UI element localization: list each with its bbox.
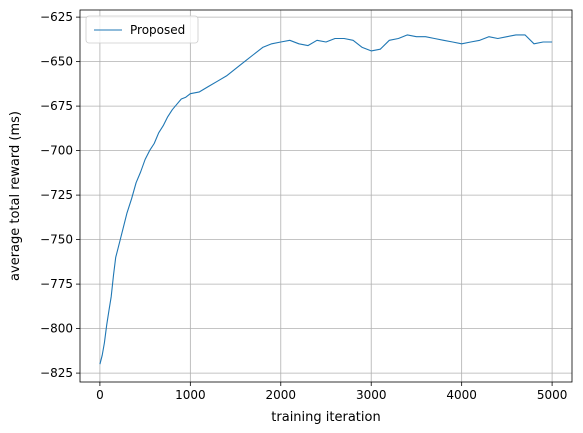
series-layer: [99, 34, 553, 365]
plot-background: [80, 10, 572, 382]
y-tick-label: −800: [40, 322, 73, 336]
series-line-proposed: [99, 34, 553, 365]
x-axis-label: training iteration: [271, 410, 380, 425]
y-tick-label: −825: [40, 366, 73, 380]
grid-layer: [80, 10, 572, 382]
x-tick-label: 0: [96, 388, 104, 402]
y-tick-label: −700: [40, 144, 73, 158]
x-tick-label: 3000: [356, 388, 387, 402]
plot-frame: [79, 9, 573, 383]
x-tick-label: 1000: [175, 388, 206, 402]
y-tick-label: −675: [40, 99, 73, 113]
legend: Proposed: [85, 15, 199, 44]
tick-layer: 0 1000 2000 3000 4000 5000 −825 −800 −775 −750 −72…: [40, 10, 567, 402]
x-tick-label: 5000: [537, 388, 568, 402]
y-tick-label: −725: [40, 188, 73, 202]
x-tick-label: 2000: [266, 388, 297, 402]
y-axis-label: average total reward (ms): [8, 111, 23, 281]
legend-label: Proposed: [130, 23, 185, 37]
legend-box: [85, 15, 199, 44]
y-tick-label: −650: [40, 55, 73, 69]
y-tick-label: −750: [40, 233, 73, 247]
x-tick-label: 4000: [446, 388, 477, 402]
y-tick-label: −775: [40, 277, 73, 291]
y-tick-label: −625: [40, 10, 73, 24]
